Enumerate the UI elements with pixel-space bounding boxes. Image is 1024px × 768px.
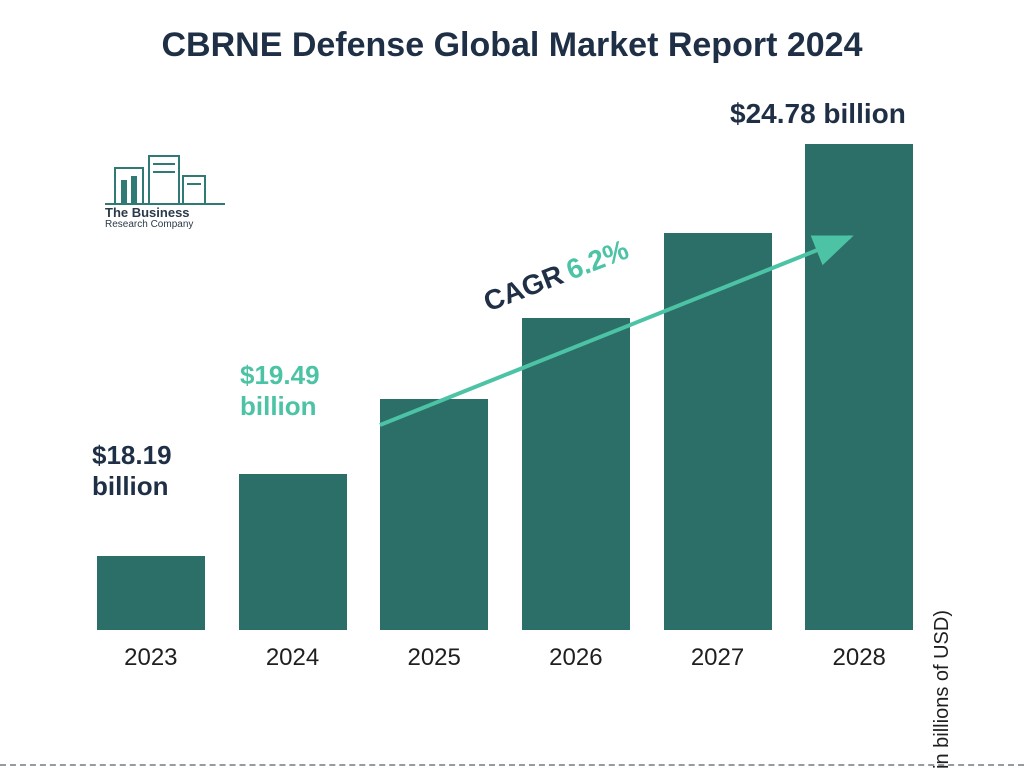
bar	[97, 556, 205, 630]
bar	[522, 318, 630, 631]
chart-title: CBRNE Defense Global Market Report 2024	[0, 26, 1024, 65]
callout-2028: $24.78 billion	[730, 98, 906, 130]
bar	[664, 233, 772, 630]
x-tick-label: 2025	[363, 644, 505, 672]
bar-column	[647, 130, 789, 630]
callout-2024-unit: billion	[240, 391, 320, 422]
callout-2023-unit: billion	[92, 471, 172, 502]
bar	[805, 144, 913, 630]
x-tick-label: 2028	[788, 644, 930, 672]
x-tick-label: 2024	[222, 644, 364, 672]
bar-column	[788, 130, 930, 630]
bar-column	[363, 130, 505, 630]
y-axis-label: Market Size (in billions of USD)	[931, 610, 954, 768]
bar-chart: 202320242025202620272028 Market Size (in…	[80, 130, 930, 690]
bar	[380, 399, 488, 630]
bar-column	[505, 130, 647, 630]
bars-container	[80, 130, 930, 630]
bar	[239, 474, 347, 630]
callout-2023-value: $18.19	[92, 440, 172, 471]
callout-2024: $19.49 billion	[240, 360, 320, 422]
x-tick-label: 2026	[505, 644, 647, 672]
x-axis-labels: 202320242025202620272028	[80, 644, 930, 672]
x-tick-label: 2023	[80, 644, 222, 672]
page-root: { "title": { "text": "CBRNE Defense Glob…	[0, 0, 1024, 768]
callout-2023: $18.19 billion	[92, 440, 172, 502]
callout-2024-value: $19.49	[240, 360, 320, 391]
x-tick-label: 2027	[647, 644, 789, 672]
bar-column	[80, 130, 222, 630]
footer-divider	[0, 764, 1024, 766]
